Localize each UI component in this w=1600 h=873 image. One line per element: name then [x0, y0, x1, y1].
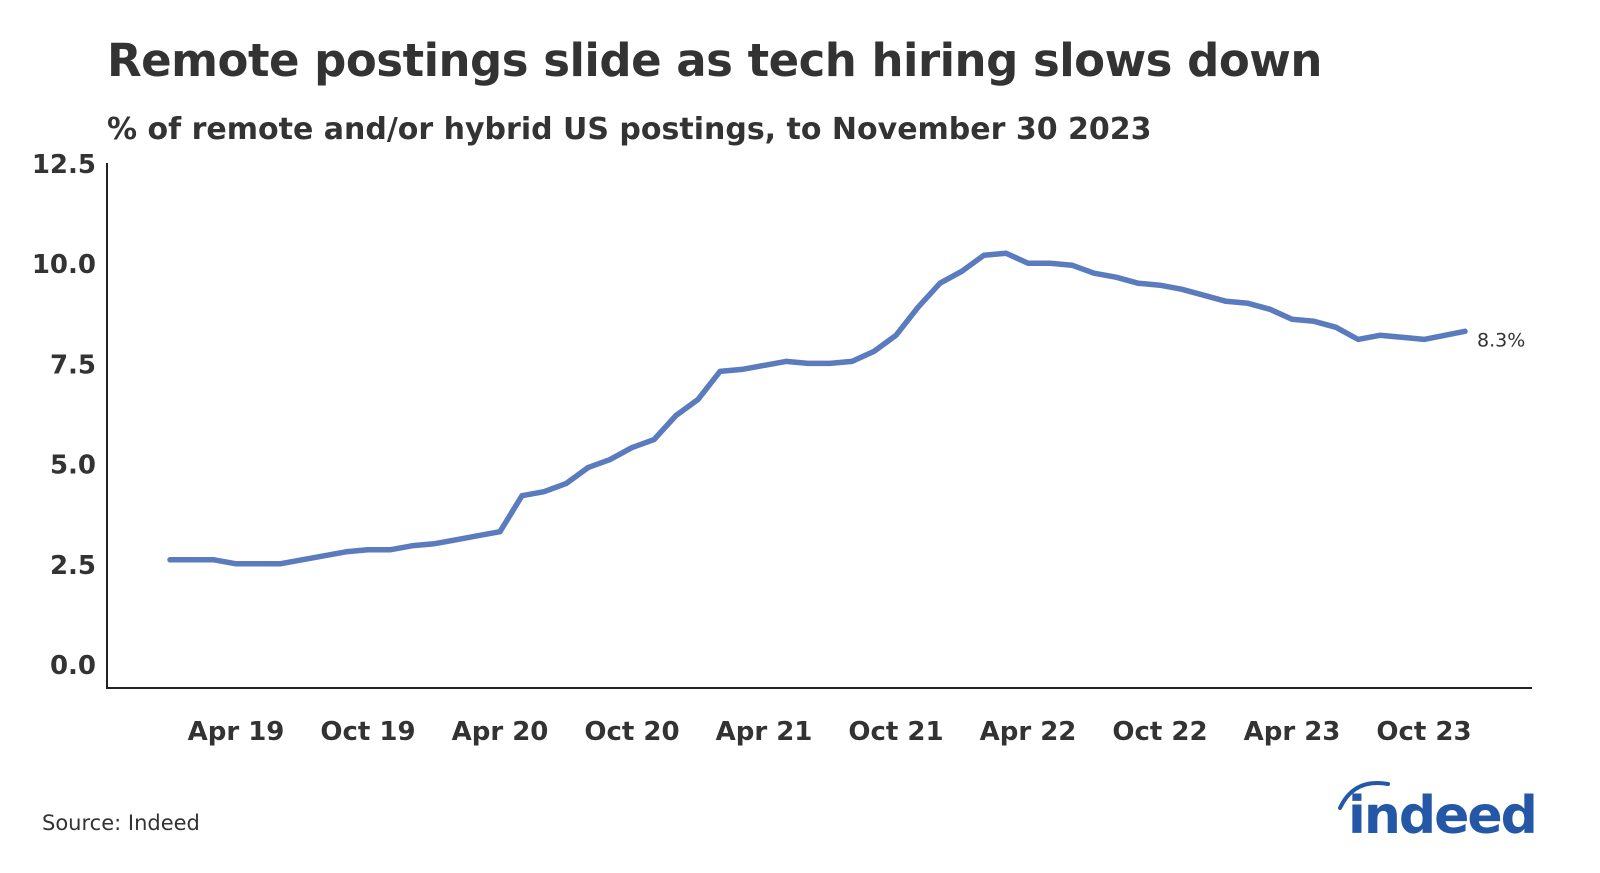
series-points: [167, 250, 1468, 567]
data-point: [167, 557, 173, 563]
data-point: [937, 280, 943, 286]
data-point: [277, 561, 283, 567]
data-point: [1025, 260, 1031, 266]
data-point: [1091, 270, 1097, 276]
data-point: [453, 537, 459, 543]
data-point: [673, 413, 679, 419]
data-point: [299, 557, 305, 563]
x-tick-label: Apr 22: [980, 717, 1077, 747]
data-point: [805, 360, 811, 366]
data-point: [607, 457, 613, 463]
data-point: [783, 358, 789, 364]
x-tick-label: Apr 19: [188, 717, 285, 747]
data-point: [475, 533, 481, 539]
source-note: Source: Indeed: [42, 811, 200, 835]
x-tick-label: Oct 21: [848, 717, 943, 747]
data-point: [343, 549, 349, 555]
data-point: [585, 465, 591, 471]
data-point: [255, 561, 261, 567]
data-point: [695, 396, 701, 402]
data-point: [981, 252, 987, 258]
data-point: [1421, 336, 1427, 342]
y-tick-label: 12.5: [32, 150, 96, 180]
y-tick-label: 0.0: [50, 651, 96, 681]
data-point: [629, 445, 635, 451]
data-point: [849, 358, 855, 364]
x-tick-label: Oct 22: [1112, 717, 1207, 747]
chart-subtitle: % of remote and/or hybrid US postings, t…: [107, 112, 1152, 147]
data-point: [1135, 280, 1141, 286]
data-point: [1223, 298, 1229, 304]
data-point: [211, 557, 217, 563]
data-point: [1333, 324, 1339, 330]
data-point: [321, 553, 327, 559]
data-point: [1355, 336, 1361, 342]
data-point: [1201, 292, 1207, 298]
data-point: [189, 557, 195, 563]
data-point: [1179, 286, 1185, 292]
data-point: [431, 541, 437, 547]
y-tick-label: 2.5: [50, 551, 96, 581]
x-axis-ticks: Apr 19 Oct 19 Apr 20 Oct 20 Apr 21 Oct 21 Apr …: [188, 717, 1472, 747]
y-tick-label: 7.5: [50, 350, 96, 380]
data-point: [761, 362, 767, 368]
data-point: [651, 437, 657, 443]
data-point: [497, 529, 503, 535]
x-tick-label: Oct 23: [1376, 717, 1471, 747]
data-point: [1047, 260, 1053, 266]
data-point: [387, 547, 393, 553]
x-tick-label: Apr 23: [1244, 717, 1341, 747]
data-point: [1289, 316, 1295, 322]
data-point: [519, 493, 525, 499]
data-point: [1069, 262, 1075, 268]
data-point: [827, 360, 833, 366]
data-point: [1245, 300, 1251, 306]
indeed-logo: indeed: [1338, 781, 1538, 838]
data-point: [959, 268, 965, 274]
data-point: [365, 547, 371, 553]
data-point: [1311, 318, 1317, 324]
data-point: [409, 543, 415, 549]
data-point: [1377, 332, 1383, 338]
data-point: [871, 348, 877, 354]
series-line: [167, 250, 1468, 567]
y-axis-ticks: 0.0 2.5 5.0 7.5 10.0 12.5: [32, 150, 96, 681]
data-point: [233, 561, 239, 567]
data-point: [1462, 328, 1468, 334]
end-value-label: 8.3%: [1477, 329, 1525, 351]
data-point: [1003, 250, 1009, 256]
chart-title: Remote postings slide as tech hiring slo…: [107, 34, 1322, 87]
x-tick-label: Oct 19: [320, 717, 415, 747]
data-point: [1157, 282, 1163, 288]
svg-text:indeed: indeed: [1348, 786, 1536, 838]
data-point: [1113, 274, 1119, 280]
data-point: [541, 489, 547, 495]
data-point: [893, 332, 899, 338]
y-tick-label: 10.0: [32, 250, 96, 280]
data-point: [563, 481, 569, 487]
data-point: [717, 368, 723, 374]
data-point: [1267, 306, 1273, 312]
x-tick-label: Oct 20: [584, 717, 679, 747]
x-tick-label: Apr 20: [452, 717, 549, 747]
x-tick-label: Apr 21: [716, 717, 813, 747]
y-tick-label: 5.0: [50, 451, 96, 481]
data-point: [915, 304, 921, 310]
data-point: [1399, 334, 1405, 340]
data-point: [739, 366, 745, 372]
